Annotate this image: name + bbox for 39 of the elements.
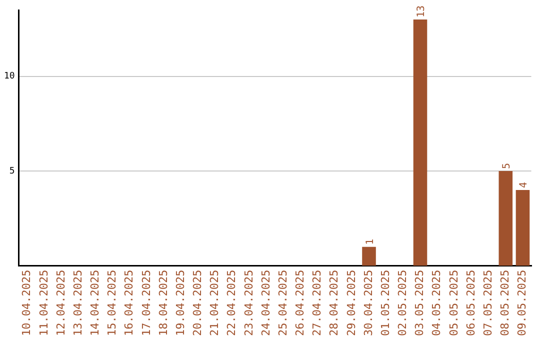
x-tick-label: 11.04.2025 [37, 270, 50, 336]
bar [362, 246, 376, 266]
x-tick-label: 02.05.2025 [396, 270, 410, 336]
x-tick-label: 20.04.2025 [191, 270, 204, 336]
x-tick-label: 23.04.2025 [242, 270, 256, 336]
x-tick-label: 28.04.2025 [328, 270, 341, 336]
data-label: 1 [365, 238, 376, 245]
x-tick-label: 18.04.2025 [156, 270, 170, 336]
x-tick-label: 10.04.2025 [20, 270, 34, 336]
x-tick-label: 30.04.2025 [362, 270, 375, 336]
x-tick-label: 25.04.2025 [276, 270, 290, 336]
x-tick-label: 15.04.2025 [106, 270, 119, 336]
data-label: 4 [518, 182, 530, 188]
x-tick-label: 07.05.2025 [481, 270, 494, 336]
x-tick-label: 16.04.2025 [122, 270, 136, 336]
x-tick-label: 27.04.2025 [310, 270, 324, 336]
x-tick-label: 19.04.2025 [174, 270, 187, 336]
x-tick-label: 21.04.2025 [208, 270, 222, 336]
x-tick-label: 08.05.2025 [498, 270, 512, 336]
x-tick-label: 09.05.2025 [516, 270, 529, 336]
x-tick-label: 05.05.2025 [447, 270, 460, 336]
x-tick-label: 29.04.2025 [344, 270, 358, 336]
y-tick-label: 10 [4, 72, 15, 82]
x-tick-label: 03.05.2025 [413, 270, 426, 336]
x-tick-label: 24.04.2025 [259, 270, 272, 336]
x-tick-label: 26.04.2025 [294, 270, 307, 336]
x-tick-label: 12.04.2025 [54, 270, 68, 336]
x-tick-label: 13.04.2025 [71, 270, 84, 336]
x-tick-label: 17.04.2025 [140, 270, 153, 336]
x-tick-label: 06.05.2025 [464, 270, 478, 336]
bar [413, 19, 428, 266]
x-tick-label: 01.05.2025 [378, 270, 392, 336]
x-tick-label: 14.04.2025 [88, 270, 102, 336]
bar [498, 171, 513, 266]
x-tick-label: 04.05.2025 [430, 270, 444, 336]
data-label: 13 [416, 5, 428, 18]
data-label: 5 [502, 163, 513, 170]
x-tick-label: 22.04.2025 [225, 270, 238, 336]
bar [516, 190, 530, 266]
